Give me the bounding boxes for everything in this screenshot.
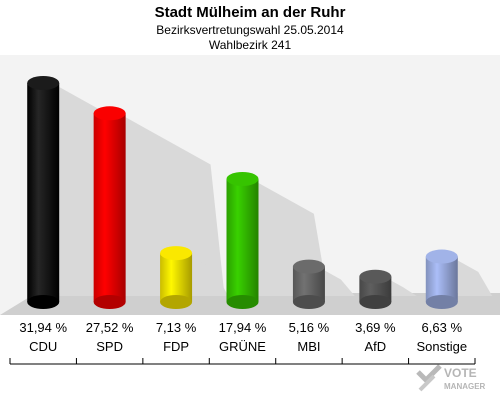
bar-base: [160, 295, 193, 309]
bar-shadow: [324, 270, 355, 296]
bar-fdp: [160, 253, 193, 302]
bar-shadow: [125, 117, 225, 296]
bar-base: [359, 295, 392, 309]
bar-top: [359, 269, 392, 284]
bar-top: [27, 75, 60, 90]
bar-shadow: [457, 260, 493, 296]
watermark-line2: MANAGER: [444, 382, 486, 391]
bar-base: [93, 295, 126, 309]
bar-top: [226, 171, 259, 186]
bar-grüne: [226, 178, 259, 302]
category-label: GRÜNE: [219, 339, 266, 354]
bar-base: [27, 295, 60, 309]
category-label: CDU: [29, 339, 57, 354]
value-label: 17,94 %: [219, 320, 267, 335]
chart-subtitle-district: Wahlbezirk 241: [208, 38, 292, 52]
bar-top: [160, 246, 193, 261]
bar-shadow: [391, 280, 417, 296]
value-label: 6,63 %: [422, 320, 463, 335]
vote-manager-logo-icon: VOTE MANAGER: [416, 364, 486, 392]
chart-title: Stadt Mülheim an der Ruhr: [154, 4, 346, 21]
bar-shadow: [192, 257, 229, 296]
bar-top: [425, 249, 458, 264]
category-label: FDP: [163, 339, 189, 354]
category-label: Sonstige: [416, 339, 467, 354]
category-label: AfD: [365, 339, 387, 354]
chart-subtitle: Bezirksvertretungswahl 25.05.2014: [156, 23, 344, 37]
value-label: 7,13 %: [156, 320, 197, 335]
category-label: MBI: [297, 339, 320, 354]
bar-base: [292, 295, 325, 309]
bar-spd: [93, 113, 126, 302]
value-label: 5,16 %: [289, 320, 330, 335]
bar-sonstige: [425, 256, 458, 302]
bar-top: [292, 259, 325, 274]
bar-base: [226, 295, 259, 309]
value-label: 27,52 %: [86, 320, 134, 335]
bar-base: [425, 295, 458, 309]
category-label: SPD: [96, 339, 123, 354]
bar-cdu: [27, 82, 60, 303]
value-label: 3,69 %: [355, 320, 396, 335]
bar-top: [93, 106, 126, 121]
value-label: 31,94 %: [19, 320, 67, 335]
watermark-line1: VOTE: [444, 366, 477, 380]
